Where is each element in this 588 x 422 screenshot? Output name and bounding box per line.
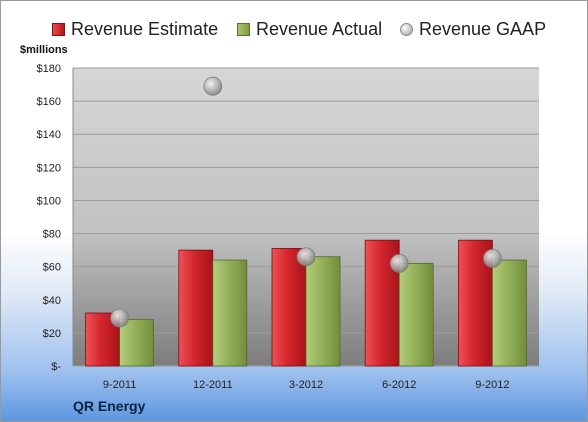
bars bbox=[85, 239, 527, 367]
bar-actual bbox=[212, 259, 248, 367]
x-tick-label: 9-2011 bbox=[103, 379, 136, 391]
bar-estimate bbox=[364, 239, 400, 367]
y-unit-label: $millions bbox=[20, 44, 68, 56]
gaap-marker bbox=[203, 76, 223, 96]
y-axis-ticks: $- $20 $40 $60 $80 $100 $120 $140 $160 $180 bbox=[37, 63, 62, 373]
bar-actual bbox=[398, 262, 434, 367]
y-tick-label: $20 bbox=[43, 328, 61, 340]
legend-item-estimate: Revenue Estimate bbox=[52, 16, 218, 42]
gaap-markers bbox=[110, 76, 502, 328]
legend-swatch-gaap bbox=[400, 22, 413, 36]
bar-actual bbox=[491, 259, 527, 367]
x-axis-ticks: 9-2011 12-2011 3-2012 6-2012 9-2012 bbox=[103, 379, 510, 391]
y-tick-label: $120 bbox=[37, 162, 61, 174]
legend-label-actual: Revenue Actual bbox=[256, 18, 383, 39]
legend-swatch-estimate bbox=[52, 22, 65, 36]
company-name: QR Energy bbox=[73, 398, 146, 414]
y-tick-label: $160 bbox=[37, 96, 61, 108]
y-tick-label: $100 bbox=[37, 195, 61, 207]
gaap-marker bbox=[296, 247, 316, 267]
legend-item-gaap: Revenue GAAP bbox=[400, 16, 546, 42]
legend-label-estimate: Revenue Estimate bbox=[71, 18, 219, 39]
legend-item-actual: Revenue Actual bbox=[237, 16, 382, 42]
x-tick-label: 9-2012 bbox=[475, 379, 509, 391]
y-tick-label: $180 bbox=[37, 63, 61, 75]
gaap-marker bbox=[482, 248, 502, 268]
bar-estimate bbox=[178, 249, 214, 367]
y-tick-label: $- bbox=[51, 361, 61, 373]
bar-actual bbox=[305, 256, 341, 367]
gaap-marker bbox=[389, 253, 409, 273]
x-tick-label: 3-2012 bbox=[289, 379, 323, 391]
y-tick-label: $140 bbox=[37, 129, 61, 141]
bar-estimate bbox=[271, 248, 307, 367]
x-tick-label: 6-2012 bbox=[382, 379, 416, 391]
x-tick-label: 12-2011 bbox=[193, 379, 233, 391]
bar-actual bbox=[119, 319, 154, 367]
legend: Revenue Estimate Revenue Actual Revenue … bbox=[0, 16, 588, 42]
y-tick-label: $60 bbox=[43, 262, 61, 274]
y-tick-label: $40 bbox=[43, 295, 61, 307]
legend-swatch-actual bbox=[237, 22, 250, 36]
y-tick-label: $80 bbox=[43, 229, 61, 241]
legend-label-gaap: Revenue GAAP bbox=[419, 18, 547, 39]
gaap-marker bbox=[110, 308, 129, 328]
